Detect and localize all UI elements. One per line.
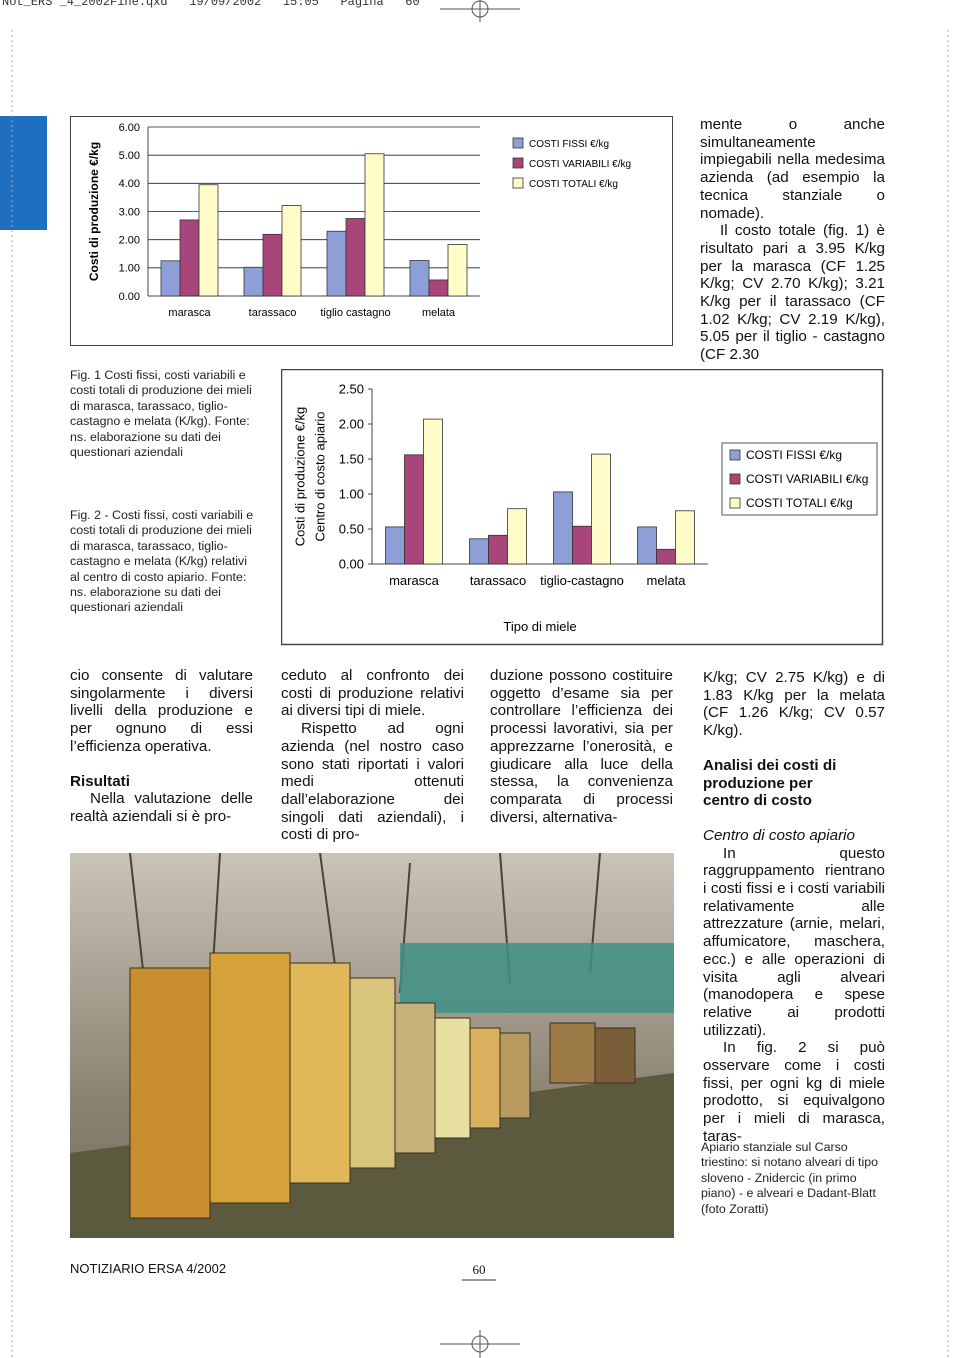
x-tick-label: melata [646,573,686,588]
paragraph: ceduto al confronto dei costi di produzi… [281,667,464,720]
y-axis-title: Costi di produzione €/kg [292,407,307,546]
y-axis-title: Costi di produzione €/kg [87,142,101,281]
legend-label: COSTI FISSI €/kg [529,139,609,150]
paragraph: In fig. 2 si può osservare come i costi … [703,1039,885,1145]
legend-swatch [512,137,524,149]
photo-caption: Apiario stanziale sul Carso triestino: s… [701,1140,879,1216]
y-tick-label: 0.00 [119,291,140,303]
bar [198,184,219,297]
bar [675,510,695,565]
text-column: K/kg; CV 2.75 K/kg) e di 1.83 K/kg per l… [703,669,885,1146]
legend-box [721,442,878,516]
legend-swatch [512,177,524,189]
y-tick-label: 1.50 [339,452,364,467]
legend-swatch [512,157,524,169]
photo [70,853,674,1238]
text-column: mente o anche simultaneamente impiegabil… [700,116,885,364]
paragraph: Rispetto ad ogni azienda (nel nostro cas… [281,720,464,844]
bar [281,205,302,297]
paragraph: In questo raggruppamento rientrano i cos… [703,844,885,1039]
y-tick-label: 3.00 [119,206,140,218]
bar [656,548,676,565]
y-tick-label: 5.00 [119,150,140,162]
bar [507,508,527,565]
x-tick-label: marasca [389,573,440,588]
bar [572,525,592,565]
paragraph: cio consente di valutare singolarmente i… [70,667,253,755]
photo-fence [400,943,674,1013]
bar [488,534,508,565]
footer-journal: NOTIZIARIO ERSA 4/2002 [70,1261,227,1276]
legend-swatch [729,449,741,461]
y-tick-label: 2.00 [119,235,140,247]
bar [409,260,430,297]
y-tick-label: 1.00 [339,487,364,502]
x-tick-label: marasca [168,307,211,319]
x-axis-title: Tipo di miele [503,619,576,634]
section-heading: Analisi dei costi di produzione per cent… [703,756,837,810]
bar [591,453,611,565]
bar [179,219,200,297]
photo-hives [129,952,636,1219]
bar [243,266,264,297]
chart-fig1: 0.00 1.00 2.00 3.00 4.00 5.00 6.00 Costi di pro… [70,116,673,346]
paragraph: duzione possono costituire oggetto d’esa… [490,667,673,826]
text-column: duzione possono costituire oggetto d’esa… [490,667,673,826]
legend-label: COSTI TOTALI €/kg [746,496,853,510]
bar [423,418,443,565]
text-column: cio consente di valutare singolarmente i… [70,667,253,826]
bar [428,279,449,297]
bar [385,526,405,565]
legend-swatch [729,497,741,509]
x-tick-label: tarassaco [470,573,526,588]
section-heading: Risultati [70,772,130,790]
x-tick-label: tiglio-castagno [540,573,624,588]
bar [447,244,468,297]
legend-label: COSTI FISSI €/kg [746,448,842,462]
bar [553,491,573,565]
y-tick-label: 6.00 [119,122,140,134]
y-tick-label: 1.00 [119,263,140,275]
figure-caption: Fig. 2 - Costi fissi, costi variabili e … [70,508,254,615]
bar [345,218,366,297]
paragraph: Nella valutazione delle realtà aziendali… [70,790,253,825]
legend-swatch [729,473,741,485]
figure-caption: Fig. 1 Costi fissi, costi variabili e co… [70,368,252,460]
paragraph: mente o anche simultaneamente impiegabil… [700,116,885,222]
y-tick-label: 2.00 [339,417,364,432]
legend-label: COSTI TOTALI €/kg [529,179,618,190]
paragraph: K/kg; CV 2.75 K/kg) e di 1.83 K/kg per l… [703,669,885,740]
paragraph: Il costo totale (fig. 1) è risultato par… [700,222,885,364]
bar [637,526,657,565]
bar [160,260,181,297]
bar [326,230,347,297]
x-tick-label: tarassaco [249,307,297,319]
color-tab [0,116,47,230]
y-tick-label: 4.00 [119,178,140,190]
y-axis-title: Centro di costo apiario [312,411,327,541]
file-slug: Not_ERS _4_2002Fine.qxd 19/09/2002 15:05… [2,0,420,9]
y-tick-label: 2.50 [339,382,364,397]
x-tick-label: tiglio castagno [320,307,390,319]
chart-fig2: 0.00 0.50 1.00 1.50 2.00 2.50 Costi di produzi… [281,369,884,646]
legend-label: COSTI VARIABILI €/kg [529,159,631,170]
bar [364,153,385,297]
subheading: Centro di costo apiario [703,826,855,844]
y-tick-label: 0.50 [339,522,364,537]
legend-label: COSTI VARIABILI €/kg [746,472,868,486]
bar [262,233,283,297]
bar [404,454,424,565]
page-number: 60 [472,1262,486,1277]
bar [469,538,489,565]
y-tick-label: 0.00 [339,557,364,572]
x-tick-label: melata [422,307,456,319]
text-column: ceduto al confronto dei costi di produzi… [281,667,464,844]
